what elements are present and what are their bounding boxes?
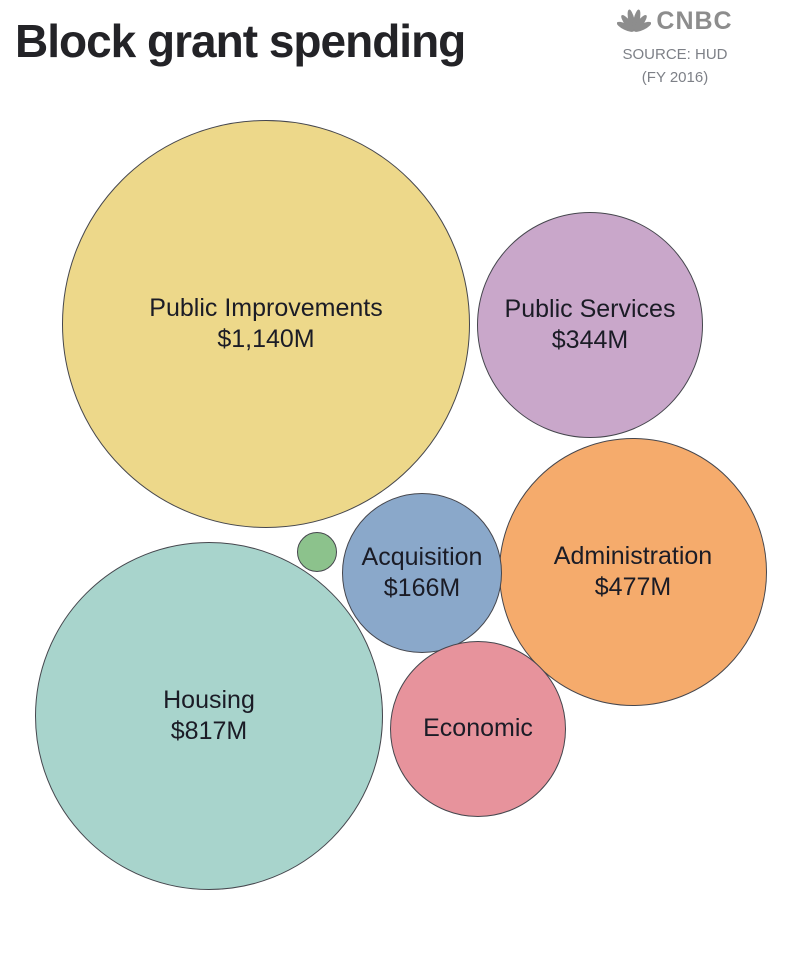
bubble-public-improvements[interactable]: Public Improvements $1,140M <box>62 120 470 528</box>
bubble-label: Public Improvements <box>149 293 383 322</box>
bubble-label: Public Services <box>504 294 676 323</box>
bubble-text: Economic <box>423 713 533 744</box>
source-attribution: SOURCE: HUD (FY 2016) <box>580 43 770 90</box>
bubble-value: $166M <box>383 574 461 602</box>
bubble-value: $1,140M <box>217 325 315 353</box>
bubble-label: Economic <box>423 714 533 743</box>
brand-block: CNBC SOURCE: HUD (FY 2016) <box>580 6 770 90</box>
bubble-text: Administration $477M <box>554 541 712 604</box>
source-line-2: (FY 2016) <box>641 69 709 87</box>
bubble-acquisition[interactable]: Acquisition $166M <box>342 493 502 653</box>
cnbc-peacock-icon <box>617 6 652 37</box>
bubble-value: $344M <box>551 326 629 354</box>
bubble-label: Acquisition <box>361 542 483 571</box>
source-line-1: SOURCE: HUD <box>622 46 728 63</box>
bubble-economic[interactable]: Economic <box>390 641 566 817</box>
bubble-text: Acquisition $166M <box>362 542 483 605</box>
page-title: Block grant spending <box>15 15 466 67</box>
cnbc-wordmark: CNBC <box>656 7 733 35</box>
bubble-text: Public Improvements $1,140M <box>149 293 382 356</box>
bubble-text: Public Services $344M <box>505 294 676 357</box>
bubble-value: $817M <box>170 717 248 745</box>
bubble-housing[interactable]: Housing $817M <box>35 542 383 890</box>
bubble-label: Housing <box>163 685 255 714</box>
bubble-public-services[interactable]: Public Services $344M <box>477 212 703 438</box>
bubble-label: Administration <box>553 541 713 570</box>
bubble-value: $477M <box>594 573 672 601</box>
bubble-text: Housing $817M <box>163 685 255 748</box>
bubble-administration[interactable]: Administration $477M <box>499 438 767 706</box>
brand-row: CNBC <box>580 6 770 37</box>
bubble-unlabeled[interactable] <box>297 532 337 572</box>
